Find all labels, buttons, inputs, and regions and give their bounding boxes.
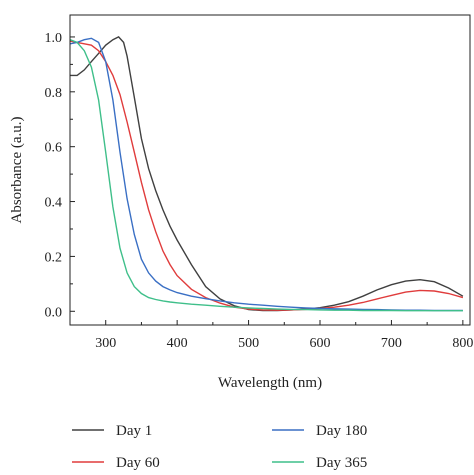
x-tick-label: 700 bbox=[381, 336, 402, 351]
y-tick-label: 1.0 bbox=[45, 31, 63, 46]
legend-label: Day 180 bbox=[316, 423, 367, 439]
y-tick-label: 0.2 bbox=[45, 250, 63, 265]
plot-frame bbox=[69, 14, 471, 326]
legend-label: Day 365 bbox=[316, 455, 367, 471]
series-line-3 bbox=[69, 37, 463, 312]
series-line-1 bbox=[70, 36, 464, 312]
legend-label: Day 60 bbox=[116, 455, 160, 471]
x-axis-ticks: 300 400 500 600 700 800 bbox=[69, 320, 473, 351]
y-axis-title: Absorbance (a.u.) bbox=[9, 116, 25, 223]
y-tick-label: 0.0 bbox=[45, 305, 63, 320]
x-tick-label: 400 bbox=[167, 336, 188, 351]
x-tick-label: 300 bbox=[95, 336, 116, 351]
y-tick-label: 0.4 bbox=[45, 196, 63, 211]
series-line-4 bbox=[69, 39, 463, 312]
legend-label: Day 1 bbox=[116, 423, 152, 439]
y-tick-label: 0.6 bbox=[45, 141, 63, 156]
x-axis-title: Wavelength (nm) bbox=[218, 375, 322, 391]
y-tick-label: 0.8 bbox=[45, 86, 63, 101]
x-tick-label: 800 bbox=[452, 336, 473, 351]
plot-lines bbox=[69, 36, 464, 312]
y-axis-ticks: 0.0 0.2 0.4 0.6 0.8 1.0 bbox=[45, 31, 75, 320]
x-tick-label: 600 bbox=[310, 336, 331, 351]
legend: Day 1 Day 180 Day 60 Day 365 bbox=[72, 423, 367, 471]
x-tick-label: 500 bbox=[238, 336, 259, 351]
